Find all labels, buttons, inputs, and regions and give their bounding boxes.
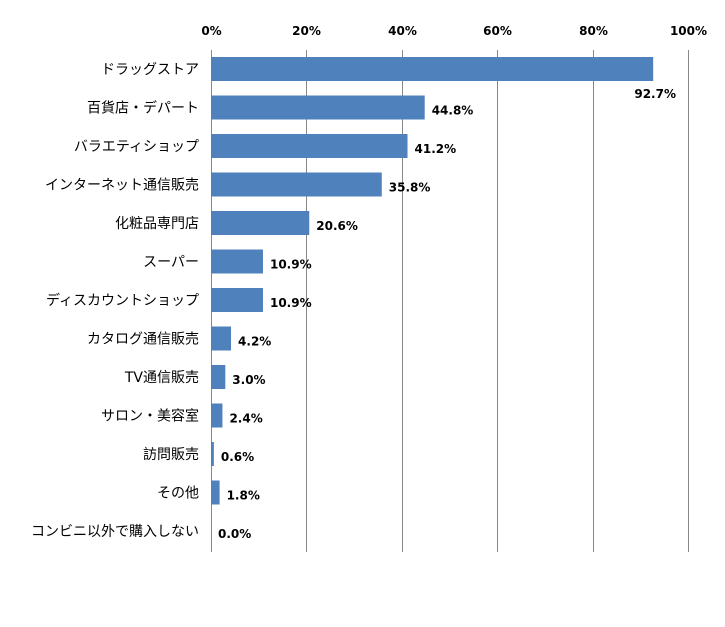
data-label-4: 20.6% <box>316 219 358 233</box>
data-label-5: 10.9% <box>270 258 312 272</box>
data-label-12: 0.0% <box>218 527 251 541</box>
category-label-7: カタログ通信販売 <box>87 332 199 348</box>
category-label-10: 訪問販売 <box>143 447 199 463</box>
x-axis-ticks: 0% 20% 40% 60% 80% 100% <box>201 24 707 38</box>
data-label-7: 4.2% <box>238 335 271 349</box>
bar-5 <box>211 249 263 274</box>
bar-1 <box>211 95 425 120</box>
bar-6 <box>211 288 263 312</box>
x-tick-label-40: 40% <box>388 24 417 38</box>
bar-3 <box>211 172 382 197</box>
bar-4 <box>211 211 310 235</box>
bar-9 <box>211 403 223 428</box>
category-label-3: インターネット通信販売 <box>45 178 199 194</box>
data-labels: 92.7% 44.8% 41.2% 35.8% 20.6% 10.9% 10.9% 4.2% 3… <box>218 87 676 541</box>
x-tick-label-80: 80% <box>579 24 608 38</box>
data-label-6: 10.9% <box>270 296 312 310</box>
category-label-1: 百貨店・デパート <box>87 100 199 117</box>
category-label-2: バラエティショップ <box>74 139 199 155</box>
data-label-8: 3.0% <box>232 373 265 387</box>
category-label-11: その他 <box>157 486 199 502</box>
x-tick-label-60: 60% <box>483 24 512 38</box>
data-label-2: 41.2% <box>415 142 457 156</box>
category-label-8: TV通信販売 <box>124 370 199 386</box>
bar-7 <box>211 326 232 351</box>
data-label-3: 35.8% <box>389 181 431 195</box>
data-label-9: 2.4% <box>229 412 262 426</box>
category-label-6: ディスカウントショップ <box>46 292 199 309</box>
category-label-5: スーパー <box>143 255 199 271</box>
bars <box>211 57 654 505</box>
data-label-10: 0.6% <box>221 450 254 464</box>
bar-0 <box>211 57 654 81</box>
x-tick-label-20: 20% <box>292 24 321 38</box>
x-tick-label-0: 0% <box>201 24 221 38</box>
data-label-0: 92.7% <box>634 87 676 101</box>
bar-11 <box>211 480 220 505</box>
data-label-1: 44.8% <box>432 104 474 118</box>
category-label-9: サロン・美容室 <box>101 408 199 425</box>
x-tick-label-100: 100% <box>670 24 707 38</box>
category-labels: ドラッグストア百貨店・デパートバラエティショップインターネット通信販売化粧品専門… <box>31 62 199 540</box>
data-label-11: 1.8% <box>227 489 260 503</box>
bar-2 <box>211 134 408 158</box>
category-label-4: 化粧品専門店 <box>115 216 199 232</box>
gridlines <box>211 50 689 552</box>
category-label-12: コンビニ以外で購入しない <box>31 524 199 540</box>
category-label-0: ドラッグストア <box>101 62 199 78</box>
bar-8 <box>211 365 226 389</box>
bar-10 <box>211 442 214 466</box>
